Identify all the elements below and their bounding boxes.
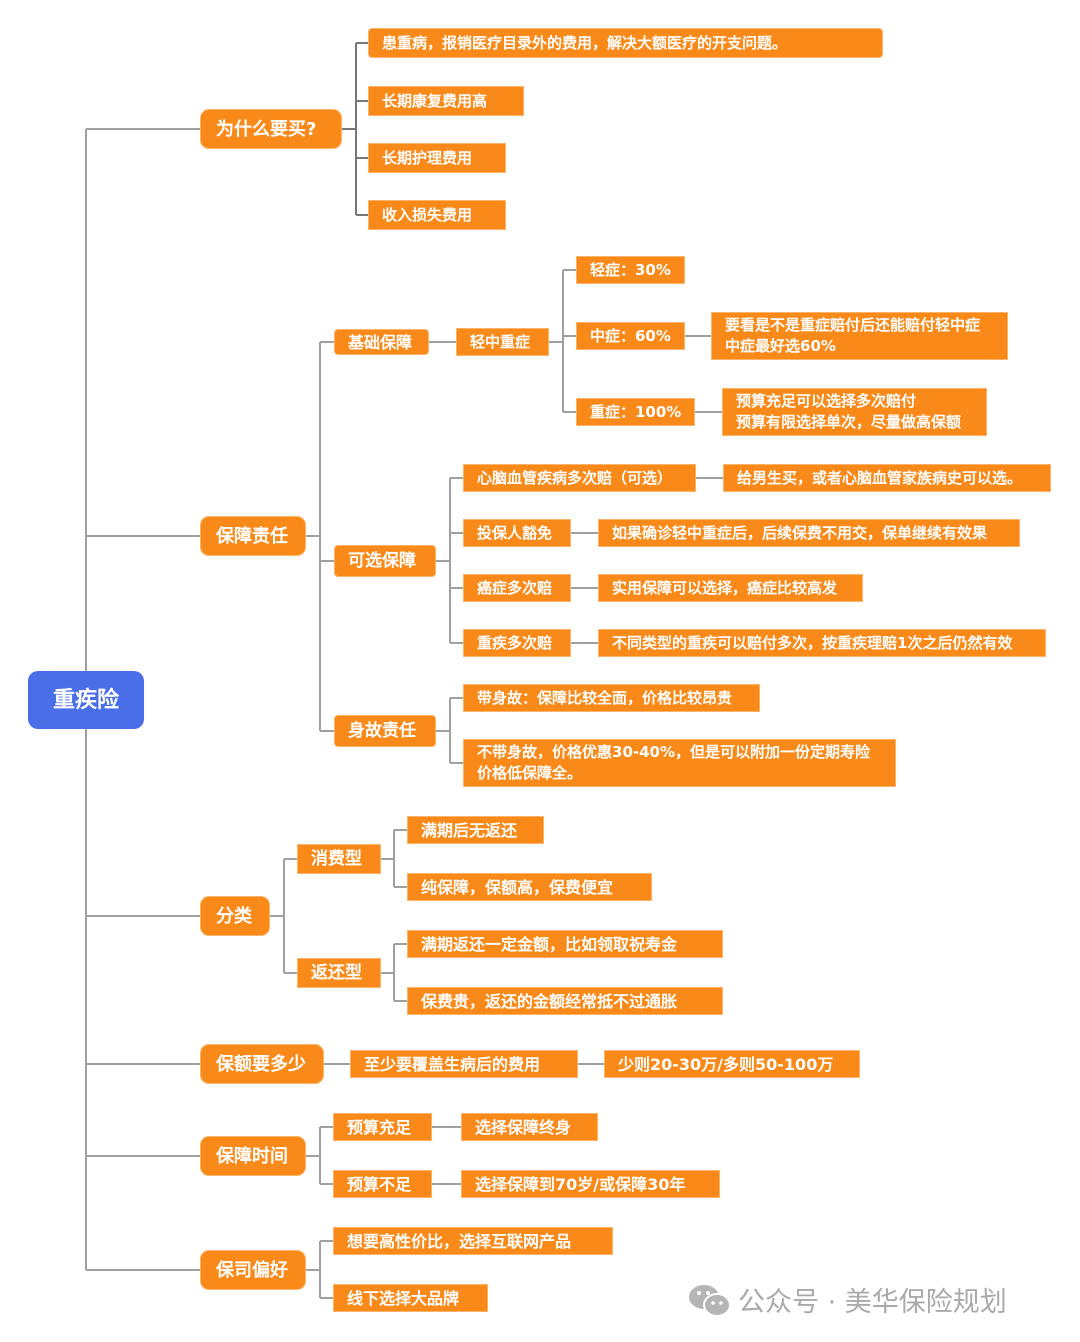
node-death-without[interactable]: 不带身故，价格优惠30-40%，但是可以附加一份定期寿险 价格低保障全。 <box>463 739 896 787</box>
node-refund-item[interactable]: 保费贵，返还的金额经常抵不过通胀 <box>407 987 723 1015</box>
note-line: 预算有限选择单次，尽量做高保额 <box>736 413 962 431</box>
node-optional-item[interactable]: 癌症多次赔 <box>463 574 571 602</box>
node-why-buy[interactable]: 为什么要买? <box>200 109 342 149</box>
node-term-cond[interactable]: 预算不足 <box>333 1170 432 1198</box>
node-insurer[interactable]: 保司偏好 <box>200 1250 306 1290</box>
node-consume-item[interactable]: 满期后无返还 <box>407 816 544 844</box>
node-term-choice[interactable]: 选择保障终身 <box>461 1113 598 1141</box>
node-amount[interactable]: 保额要多少 <box>200 1044 324 1084</box>
node-level-mild[interactable]: 轻症：30% <box>576 256 685 284</box>
node-why-item[interactable]: 收入损失费用 <box>368 200 506 230</box>
root-node[interactable]: 重疾险 <box>28 671 144 729</box>
node-consume[interactable]: 消费型 <box>297 844 381 874</box>
note-line: 中症最好选60% <box>725 337 836 355</box>
node-optional-note[interactable]: 不同类型的重疾可以赔付多次，按重疾理赔1次之后仍然有效 <box>598 629 1046 657</box>
node-death[interactable]: 身故责任 <box>334 715 436 747</box>
node-why-item[interactable]: 长期康复费用高 <box>368 86 524 116</box>
node-why-item[interactable]: 长期护理费用 <box>368 143 506 173</box>
node-insurer-item[interactable]: 线下选择大品牌 <box>333 1284 488 1312</box>
node-death-item[interactable]: 带身故：保障比较全面，价格比较昂贵 <box>463 684 760 712</box>
node-basic[interactable]: 基础保障 <box>334 329 429 355</box>
node-amount-item[interactable]: 至少要覆盖生病后的费用 <box>350 1050 578 1078</box>
note-line: 预算充足可以选择多次赔付 <box>736 392 917 410</box>
node-level-mid[interactable]: 中症：60% <box>576 322 685 350</box>
node-level-severe[interactable]: 重症：100% <box>576 398 695 426</box>
node-severe-note[interactable]: 预算充足可以选择多次赔付 预算有限选择单次，尽量做高保额 <box>722 388 987 436</box>
watermark: 公众号 · 美华保险规划 <box>688 1280 1007 1319</box>
node-term-cond[interactable]: 预算充足 <box>333 1113 432 1141</box>
node-category[interactable]: 分类 <box>200 896 270 936</box>
node-refund[interactable]: 返还型 <box>297 958 381 988</box>
node-optional-note[interactable]: 实用保障可以选择，癌症比较高发 <box>598 574 863 602</box>
node-mid-note[interactable]: 要看是不是重症赔付后还能赔付轻中症 中症最好选60% <box>711 312 1008 360</box>
node-optional-note[interactable]: 如果确诊轻中重症后，后续保费不用交，保单继续有效果 <box>598 519 1020 547</box>
node-optional-item[interactable]: 投保人豁免 <box>463 519 571 547</box>
note-line: 不带身故，价格优惠30-40%，但是可以附加一份定期寿险 <box>477 743 871 761</box>
note-line: 价格低保障全。 <box>477 764 583 782</box>
node-basic-child[interactable]: 轻中重症 <box>456 328 549 356</box>
wechat-icon <box>689 1284 731 1317</box>
node-optional-item[interactable]: 重疾多次赔 <box>463 629 571 657</box>
node-optional-note[interactable]: 给男生买，或者心脑血管家族病史可以选。 <box>723 464 1051 492</box>
watermark-text: 公众号 · 美华保险规划 <box>738 1287 1007 1318</box>
node-consume-item[interactable]: 纯保障，保额高，保费便宜 <box>407 873 652 901</box>
node-optional-item[interactable]: 心脑血管疾病多次赔（可选） <box>463 464 696 492</box>
node-refund-item[interactable]: 满期返还一定金额，比如领取祝寿金 <box>407 930 723 958</box>
note-line: 要看是不是重症赔付后还能赔付轻中症 <box>725 316 981 334</box>
node-optional[interactable]: 可选保障 <box>334 545 436 577</box>
node-amount-item[interactable]: 少则20-30万/多则50-100万 <box>604 1050 860 1078</box>
node-term-choice[interactable]: 选择保障到70岁/或保障30年 <box>461 1170 720 1198</box>
node-coverage[interactable]: 保障责任 <box>200 516 306 556</box>
node-insurer-item[interactable]: 想要高性价比，选择互联网产品 <box>333 1227 613 1255</box>
node-why-item[interactable]: 患重病，报销医疗目录外的费用，解决大额医疗的开支问题。 <box>368 28 883 58</box>
node-term[interactable]: 保障时间 <box>200 1136 306 1176</box>
